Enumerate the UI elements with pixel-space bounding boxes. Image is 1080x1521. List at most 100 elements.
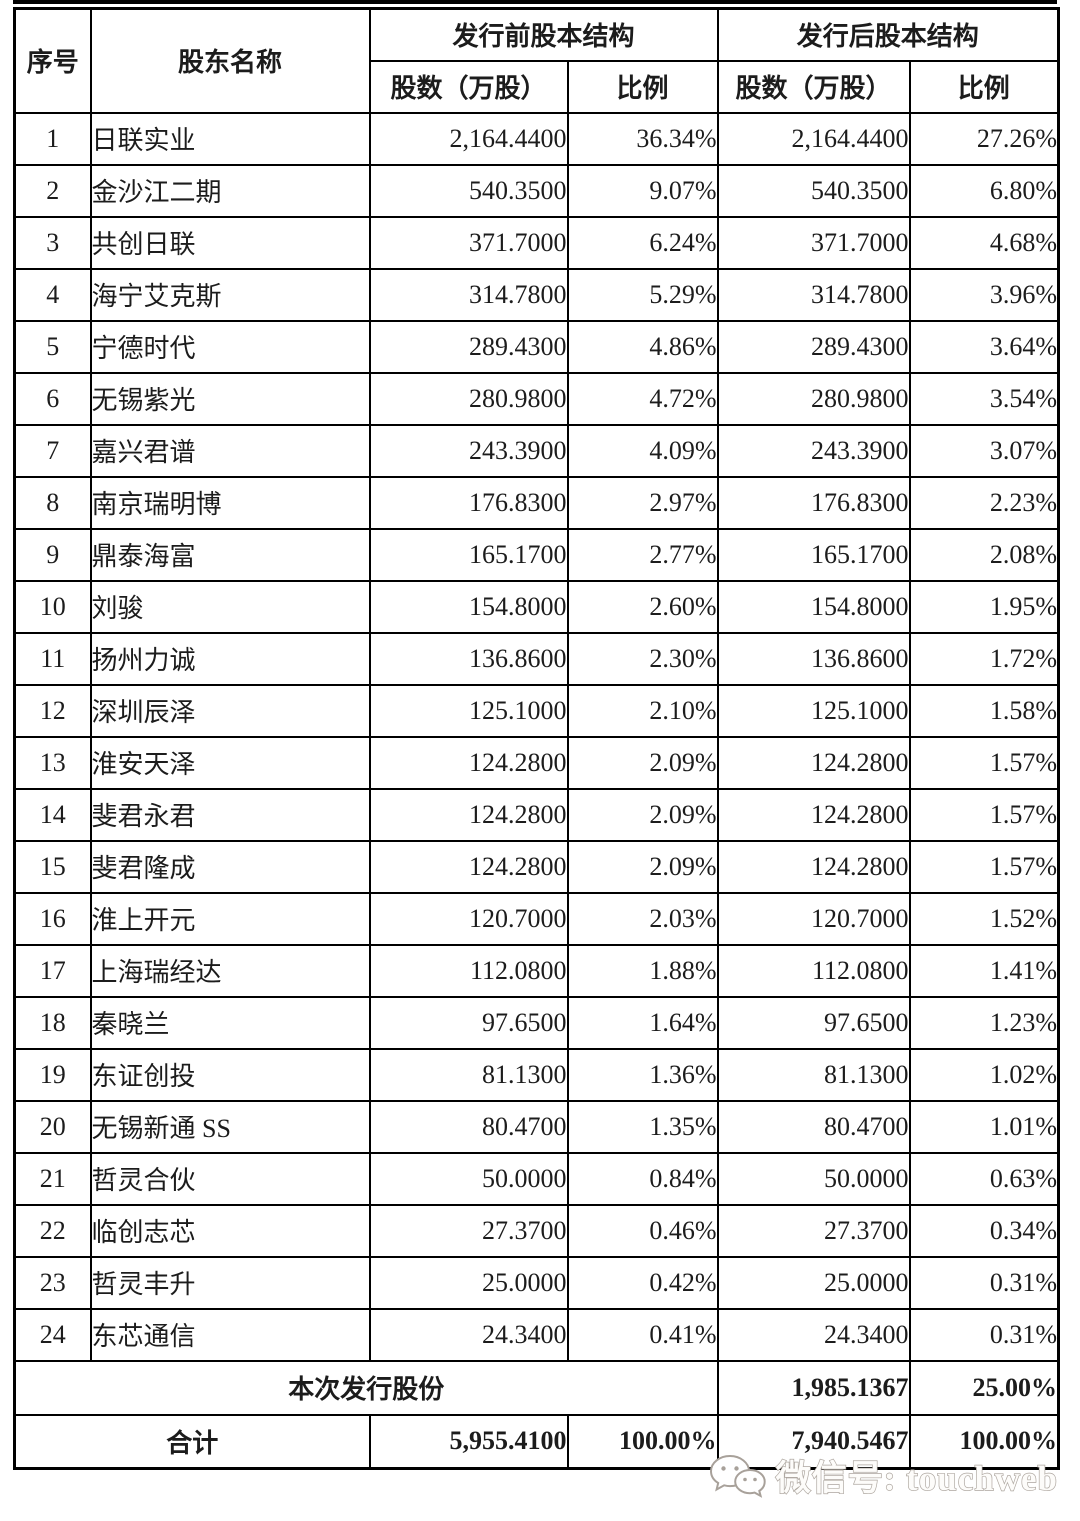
cell-name: 东证创投	[89, 1047, 371, 1102]
cell-post-shares: 136.8600	[716, 631, 911, 686]
cell-pre-shares: 165.1700	[368, 527, 569, 582]
cell-name: 海宁艾克斯	[89, 267, 371, 322]
cell-pre-ratio: 1.64%	[566, 995, 719, 1050]
cell-no: 19	[13, 1047, 92, 1102]
cell-no: 12	[13, 683, 92, 738]
cell-no: 23	[13, 1255, 92, 1310]
cell-post-shares: 25.0000	[716, 1255, 911, 1310]
table-row: 22 临创志芯 27.3700 0.46% 27.3700 0.34%	[13, 1203, 1060, 1258]
cell-post-ratio: 0.31%	[908, 1307, 1060, 1362]
cell-post-ratio: 0.34%	[908, 1203, 1060, 1258]
cell-name: 无锡紫光	[89, 371, 371, 426]
cell-no: 10	[13, 579, 92, 634]
cell-no: 22	[13, 1203, 92, 1258]
cell-post-ratio: 3.96%	[908, 267, 1060, 322]
cell-pre-ratio: 2.09%	[566, 735, 719, 790]
table-row: 23 哲灵丰升 25.0000 0.42% 25.0000 0.31%	[13, 1255, 1060, 1310]
cell-pre-shares: 280.9800	[368, 371, 569, 426]
table-row: 12 深圳辰泽 125.1000 2.10% 125.1000 1.58%	[13, 683, 1060, 738]
cell-name: 斐君永君	[89, 787, 371, 842]
header-post-ratio: 比例	[908, 59, 1060, 114]
cell-post-ratio: 27.26%	[908, 111, 1060, 166]
table-row: 2 金沙江二期 540.3500 9.07% 540.3500 6.80%	[13, 163, 1060, 218]
cell-post-ratio: 1.41%	[908, 943, 1060, 998]
cell-post-shares: 112.0800	[716, 943, 911, 998]
cell-name: 南京瑞明博	[89, 475, 371, 530]
table-row: 17 上海瑞经达 112.0800 1.88% 112.0800 1.41%	[13, 943, 1060, 998]
cell-no: 21	[13, 1151, 92, 1206]
cell-post-shares: 97.6500	[716, 995, 911, 1050]
cell-post-shares: 24.3400	[716, 1307, 911, 1362]
cell-name: 淮安天泽	[89, 735, 371, 790]
cell-post-shares: 124.2800	[716, 735, 911, 790]
cell-post-ratio: 1.57%	[908, 735, 1060, 790]
table-row: 4 海宁艾克斯 314.7800 5.29% 314.7800 3.96%	[13, 267, 1060, 322]
cell-pre-ratio: 2.09%	[566, 839, 719, 894]
cell-post-shares: 165.1700	[716, 527, 911, 582]
cell-pre-shares: 176.8300	[368, 475, 569, 530]
cell-post-ratio: 3.07%	[908, 423, 1060, 478]
cell-post-ratio: 1.52%	[908, 891, 1060, 946]
wechat-icon	[709, 1454, 766, 1498]
cell-post-shares: 27.3700	[716, 1203, 911, 1258]
cell-post-ratio: 1.72%	[908, 631, 1060, 686]
table-row: 9 鼎泰海富 165.1700 2.77% 165.1700 2.08%	[13, 527, 1060, 582]
table-row: 14 斐君永君 124.2800 2.09% 124.2800 1.57%	[13, 787, 1060, 842]
cell-post-ratio: 2.08%	[908, 527, 1060, 582]
cell-post-ratio: 0.31%	[908, 1255, 1060, 1310]
cell-name: 临创志芯	[89, 1203, 371, 1258]
cell-post-ratio: 1.57%	[908, 787, 1060, 842]
cell-pre-ratio: 0.46%	[566, 1203, 719, 1258]
cell-post-ratio: 4.68%	[908, 215, 1060, 270]
cell-name: 金沙江二期	[89, 163, 371, 218]
cell-name: 无锡新通 SS	[89, 1099, 371, 1154]
cell-pre-shares: 27.3700	[368, 1203, 569, 1258]
total-post-shares: 7,940.5467	[716, 1413, 911, 1470]
cell-post-ratio: 3.54%	[908, 371, 1060, 426]
cell-pre-ratio: 4.86%	[566, 319, 719, 374]
issue-row: 本次发行股份 1,985.1367 25.00%	[13, 1359, 1060, 1416]
cell-pre-shares: 289.4300	[368, 319, 569, 374]
cell-no: 13	[13, 735, 92, 790]
cell-no: 4	[13, 267, 92, 322]
cell-pre-shares: 314.7800	[368, 267, 569, 322]
header-col-no: 序号	[13, 7, 92, 114]
cell-pre-ratio: 1.88%	[566, 943, 719, 998]
cell-pre-ratio: 2.77%	[566, 527, 719, 582]
cell-post-shares: 81.1300	[716, 1047, 911, 1102]
cell-pre-ratio: 2.03%	[566, 891, 719, 946]
cell-post-shares: 176.8300	[716, 475, 911, 530]
cell-post-shares: 280.9800	[716, 371, 911, 426]
cell-name: 哲灵合伙	[89, 1151, 371, 1206]
table-row: 3 共创日联 371.7000 6.24% 371.7000 4.68%	[13, 215, 1060, 270]
cropped-top-border-line	[13, 0, 1057, 4]
header-post-shares: 股数（万股）	[716, 59, 911, 114]
table-row: 8 南京瑞明博 176.8300 2.97% 176.8300 2.23%	[13, 475, 1060, 530]
cell-post-shares: 154.8000	[716, 579, 911, 634]
cell-post-shares: 314.7800	[716, 267, 911, 322]
cell-pre-shares: 154.8000	[368, 579, 569, 634]
cell-post-shares: 80.4700	[716, 1099, 911, 1154]
cell-pre-shares: 50.0000	[368, 1151, 569, 1206]
table-row: 13 淮安天泽 124.2800 2.09% 124.2800 1.57%	[13, 735, 1060, 790]
cell-pre-ratio: 2.97%	[566, 475, 719, 530]
cell-no: 8	[13, 475, 92, 530]
table-row: 24 东芯通信 24.3400 0.41% 24.3400 0.31%	[13, 1307, 1060, 1362]
cell-pre-shares: 136.8600	[368, 631, 569, 686]
cell-name: 宁德时代	[89, 319, 371, 374]
cell-pre-shares: 124.2800	[368, 787, 569, 842]
cell-pre-shares: 243.3900	[368, 423, 569, 478]
cell-post-shares: 371.7000	[716, 215, 911, 270]
cell-pre-ratio: 2.10%	[566, 683, 719, 738]
cell-pre-ratio: 4.72%	[566, 371, 719, 426]
cell-pre-ratio: 0.84%	[566, 1151, 719, 1206]
cell-post-shares: 125.1000	[716, 683, 911, 738]
table-row: 10 刘骏 154.8000 2.60% 154.8000 1.95%	[13, 579, 1060, 634]
cell-pre-ratio: 0.41%	[566, 1307, 719, 1362]
total-pre-shares: 5,955.4100	[368, 1413, 569, 1470]
cell-post-ratio: 0.63%	[908, 1151, 1060, 1206]
table-row: 16 淮上开元 120.7000 2.03% 120.7000 1.52%	[13, 891, 1060, 946]
cell-pre-shares: 120.7000	[368, 891, 569, 946]
cell-post-ratio: 6.80%	[908, 163, 1060, 218]
table-row: 5 宁德时代 289.4300 4.86% 289.4300 3.64%	[13, 319, 1060, 374]
